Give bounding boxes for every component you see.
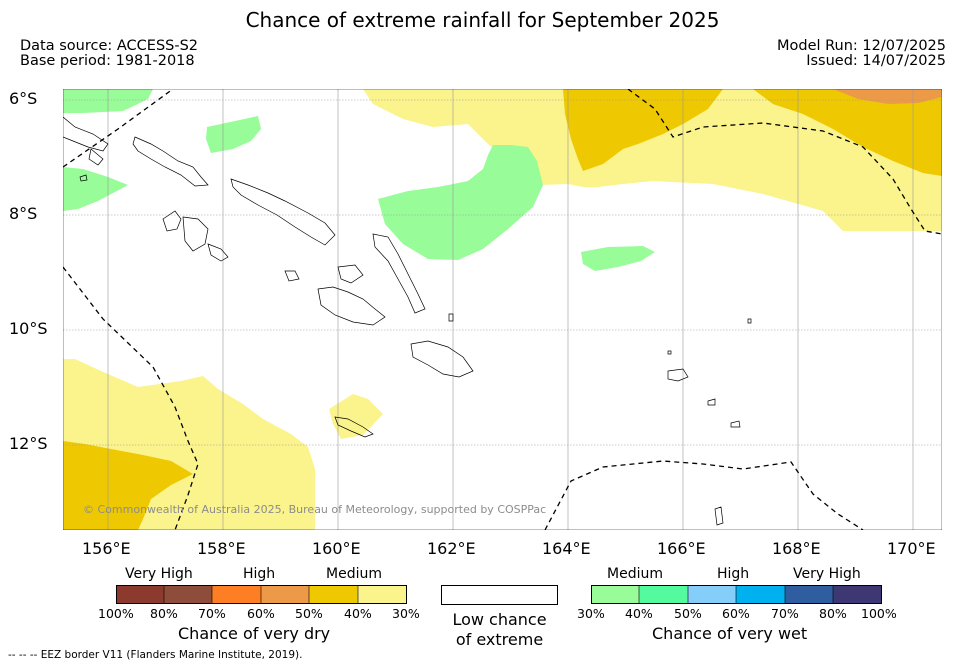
dry-colorbar: [116, 585, 407, 604]
island-outlines: [63, 116, 752, 526]
dry-swatch-6: [358, 585, 406, 604]
wet-swatch-3: [688, 585, 736, 604]
dry-swatch-5: [309, 585, 358, 604]
wet-tick-50: 50%: [674, 606, 702, 621]
wet-region-west: [63, 167, 128, 211]
wet-high-label: High: [717, 566, 750, 582]
low-chance-line1: Low chance: [452, 610, 547, 629]
data-source-text: Data source: ACCESS-S2: [20, 38, 199, 54]
base-period-text: Base period: 1981-2018: [20, 53, 195, 69]
lon-label-160e: 160°E: [312, 539, 361, 558]
lon-label-170e: 170°E: [887, 539, 936, 558]
wet-tick-70: 70%: [771, 606, 799, 621]
lon-label-156e: 156°E: [82, 539, 131, 558]
lat-label-12s: 12°S: [9, 434, 48, 453]
dry-tick-80: 80%: [150, 606, 178, 621]
dry-swatch-4: [261, 585, 309, 604]
issued-text: Issued: 14/07/2025: [806, 53, 946, 69]
dry-medium-label: Medium: [326, 566, 382, 582]
wet-medium-label: Medium: [607, 566, 663, 582]
dry-swatch-1: [116, 585, 164, 604]
wet-swatch-1: [591, 585, 639, 604]
dry-region-southwest-medium: [63, 441, 193, 530]
wet-swatch-6: [833, 585, 881, 604]
dry-region-north: [363, 89, 942, 231]
dry-region-ne-high: [833, 89, 942, 104]
wet-swatch-2: [639, 585, 688, 604]
dry-caption: Chance of very dry: [178, 624, 331, 643]
wet-region-small-north: [206, 116, 261, 153]
lat-label-10s: 10°S: [9, 319, 48, 338]
lon-label-158e: 158°E: [197, 539, 246, 558]
lon-label-164e: 164°E: [542, 539, 591, 558]
wet-tick-100: 100%: [861, 606, 897, 621]
wet-tick-80: 80%: [819, 606, 847, 621]
copyright-text: © Commonwealth of Australia 2025, Bureau…: [83, 503, 546, 516]
graticule: [63, 89, 942, 530]
wet-caption: Chance of very wet: [652, 624, 808, 643]
dry-swatch-2: [164, 585, 212, 604]
source-info: Data source: ACCESS-S2 Base period: 1981…: [20, 39, 198, 69]
footer-note: -- -- -- EEZ border V11 (Flanders Marine…: [8, 649, 303, 661]
lat-label-6s: 6°S: [9, 89, 38, 108]
wet-swatch-4: [736, 585, 785, 604]
dry-tick-30: 30%: [392, 606, 420, 621]
wet-tick-40: 40%: [625, 606, 653, 621]
dry-tick-60: 60%: [247, 606, 275, 621]
lat-label-8s: 8°S: [9, 204, 38, 223]
model-run-text: Model Run: 12/07/2025: [776, 38, 946, 54]
eez-borders: [63, 89, 942, 530]
dry-high-label: High: [243, 566, 276, 582]
wet-colorbar: [591, 585, 882, 604]
dry-tick-50: 50%: [295, 606, 323, 621]
wet-tick-60: 60%: [722, 606, 750, 621]
dry-tick-100: 100%: [98, 606, 134, 621]
low-chance-swatch: [441, 585, 558, 605]
dry-very-high-label: Very High: [125, 566, 193, 582]
dry-region-ne-medium: [753, 89, 942, 176]
dry-region-island: [329, 394, 383, 439]
dry-tick-70: 70%: [198, 606, 226, 621]
wet-region-east: [581, 246, 655, 271]
wet-very-high-label: Very High: [793, 566, 861, 582]
low-chance-caption: Low chance of extreme: [441, 610, 558, 650]
lon-label-166e: 166°E: [657, 539, 706, 558]
rainfall-map: © Commonwealth of Australia 2025, Bureau…: [63, 89, 942, 530]
lon-label-162e: 162°E: [427, 539, 476, 558]
dry-tick-40: 40%: [344, 606, 372, 621]
dry-swatch-3: [212, 585, 261, 604]
run-info: Model Run: 12/07/2025 Issued: 14/07/2025: [777, 39, 946, 69]
map-title: Chance of extreme rainfall for September…: [245, 8, 720, 32]
wet-region-central: [378, 145, 543, 260]
wet-swatch-5: [785, 585, 833, 604]
lon-label-168e: 168°E: [772, 539, 821, 558]
wet-tick-30: 30%: [577, 606, 605, 621]
low-chance-line2: of extreme: [455, 630, 544, 649]
